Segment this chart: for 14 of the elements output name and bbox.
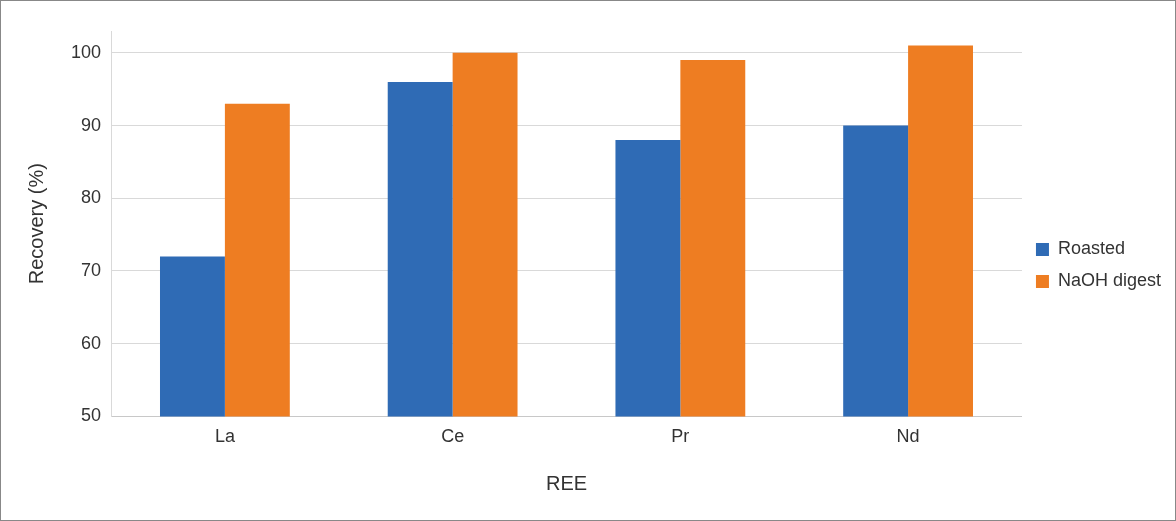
y-tick-label: 80 <box>81 187 102 208</box>
y-tick-label: 50 <box>81 405 102 426</box>
legend-label: NaOH digest <box>1057 270 1161 291</box>
y-tick-label: 70 <box>81 259 102 280</box>
x-tick-label: Nd <box>896 426 920 447</box>
y-tick-label: 90 <box>81 114 102 135</box>
y-axis-title: Recovery (%) <box>24 163 47 285</box>
x-tick-label: Pr <box>671 426 690 447</box>
x-tick-label: Ce <box>441 426 465 447</box>
x-axis-title: REE <box>545 471 588 494</box>
y-tick-label: 60 <box>81 332 102 353</box>
x-tick-label: La <box>214 426 236 447</box>
legend-label: Roasted <box>1057 238 1125 259</box>
y-tick-label: 100 <box>70 41 102 62</box>
